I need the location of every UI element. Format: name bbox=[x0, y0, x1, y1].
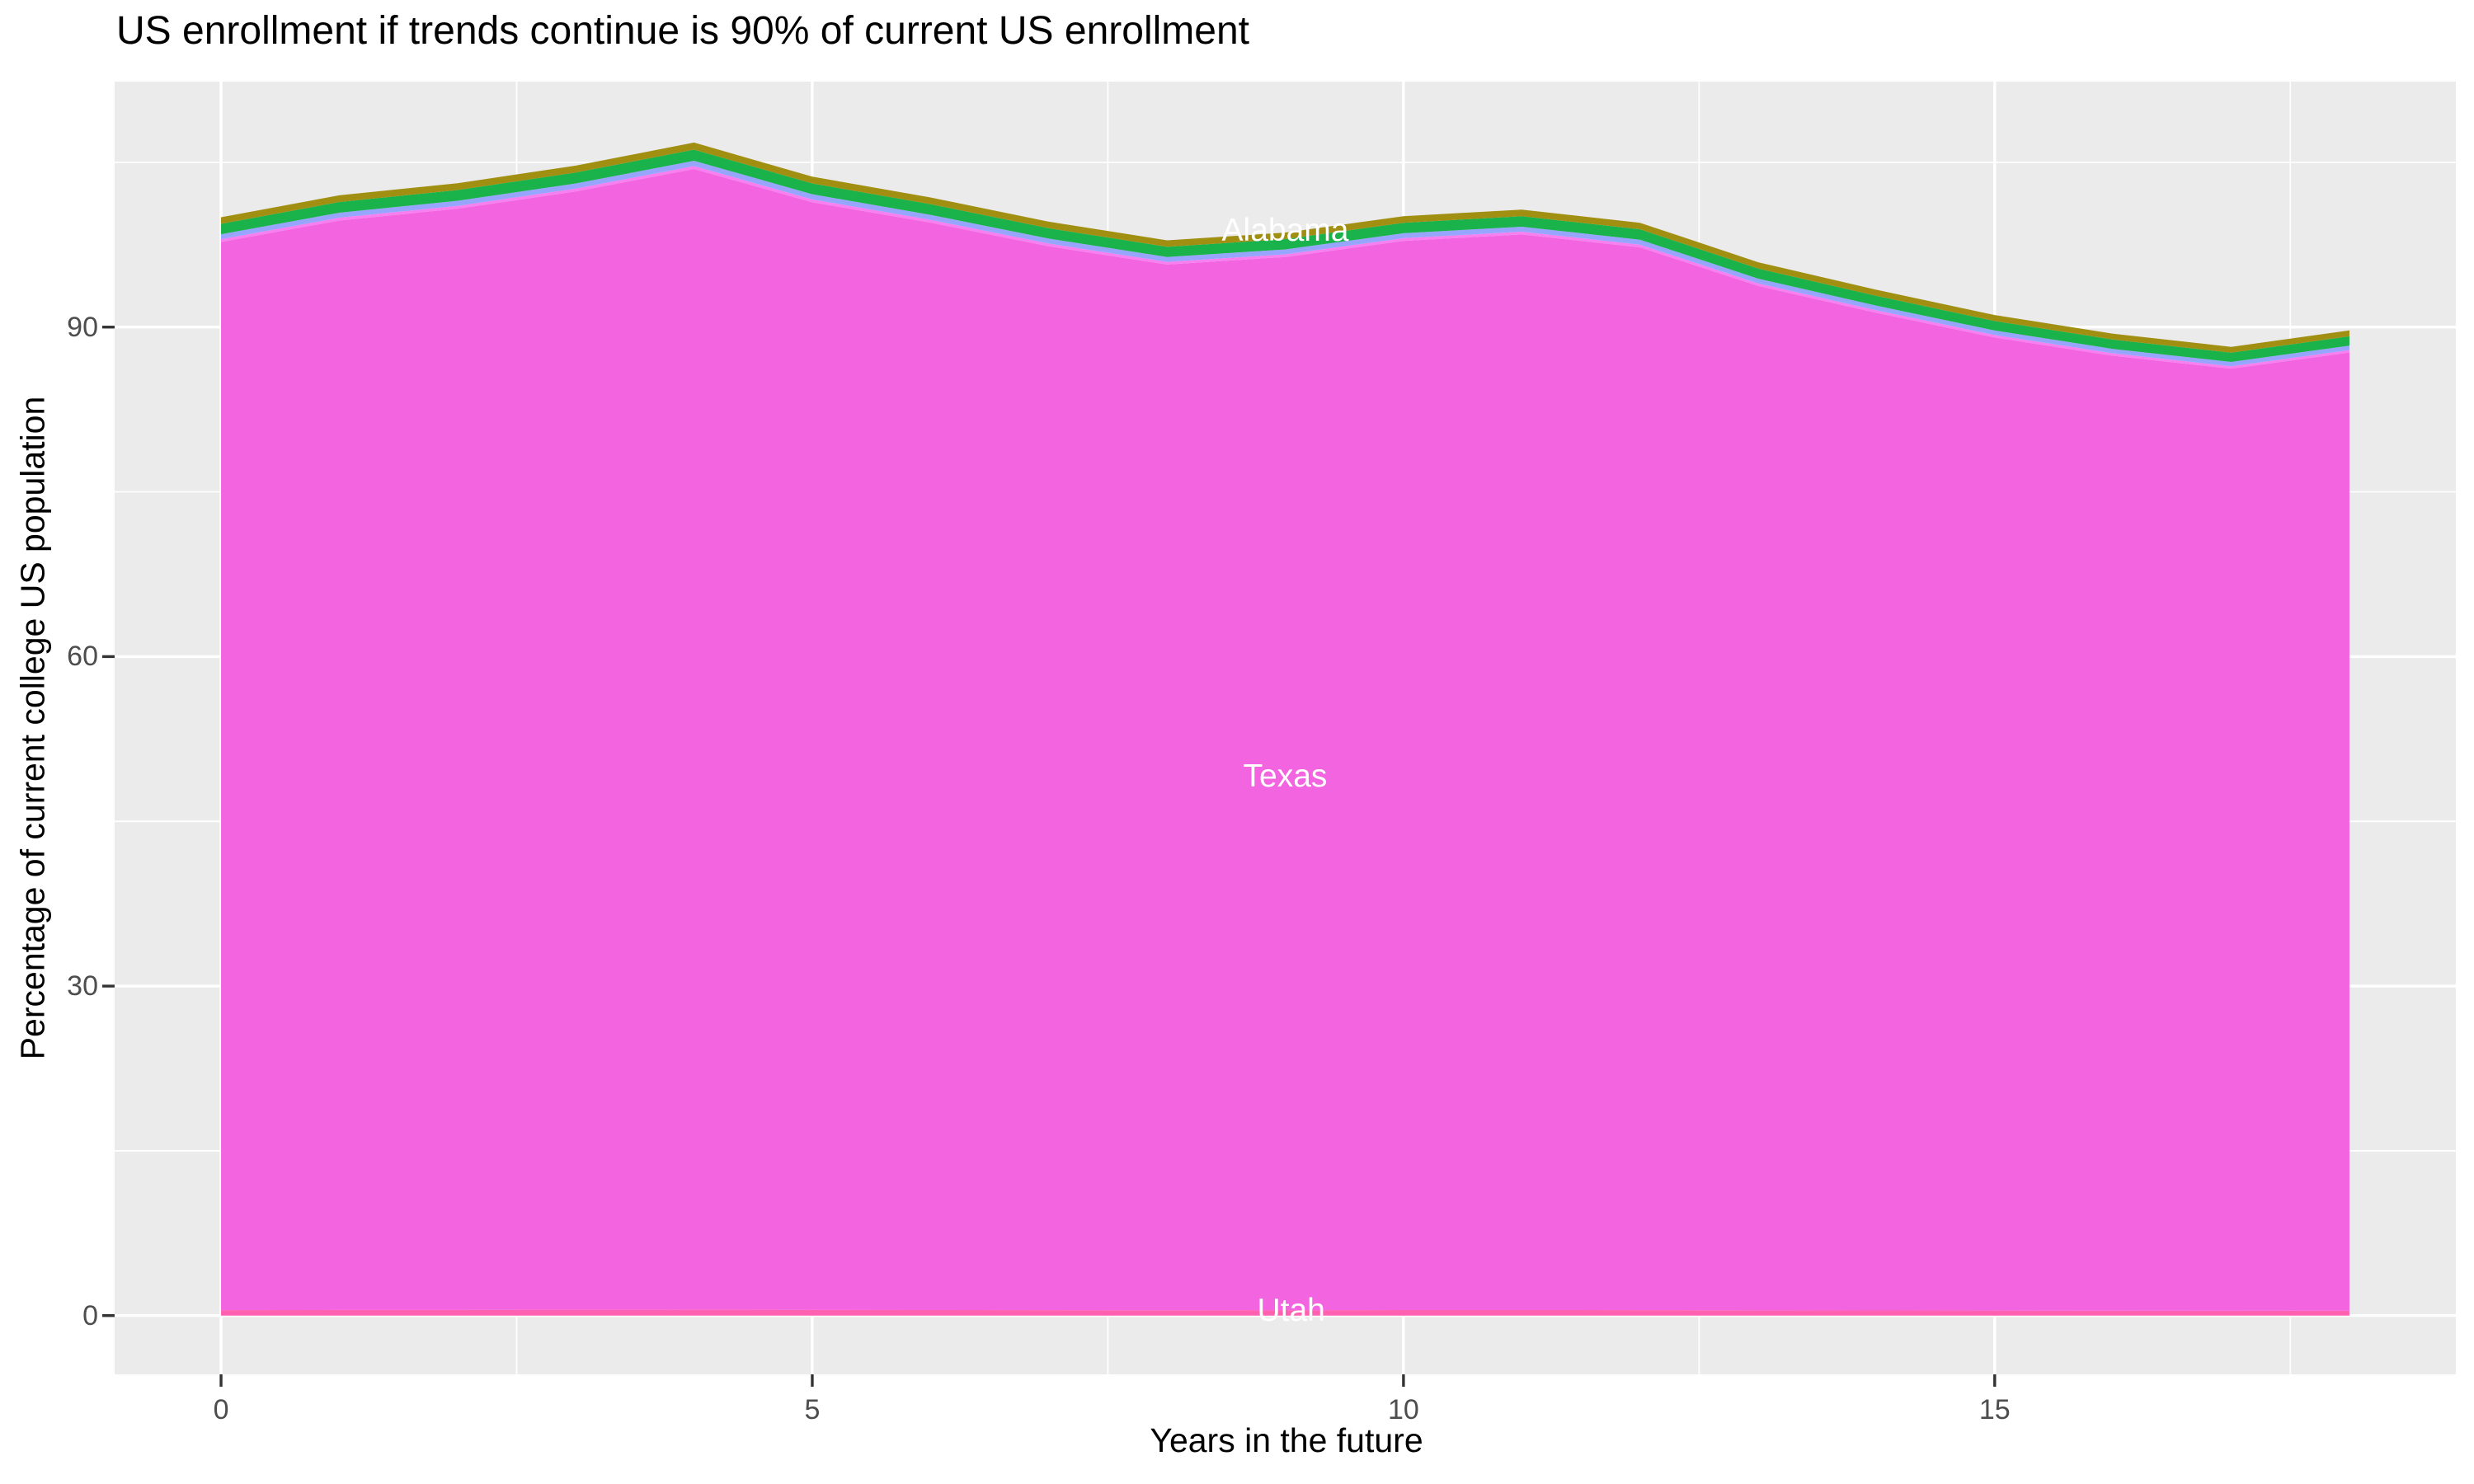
area-layer-texas-band bbox=[221, 168, 2349, 1311]
x-axis-title: Years in the future bbox=[1150, 1421, 1423, 1459]
area-annotation-utah: Utah bbox=[1257, 1292, 1325, 1328]
chart-title: US enrollment if trends continue is 90% … bbox=[116, 9, 1249, 53]
x-tick-label: 0 bbox=[213, 1394, 229, 1425]
y-tick-label: 0 bbox=[82, 1299, 98, 1331]
y-tick-label: 30 bbox=[67, 970, 98, 1003]
y-tick-label: 90 bbox=[67, 311, 98, 343]
y-axis-title: Percentage of current college US populat… bbox=[13, 396, 52, 1060]
area-layer-bottom-pink-band bbox=[221, 1309, 2349, 1316]
x-tick-label: 10 bbox=[1387, 1394, 1419, 1425]
area-annotation-alabama: Alabama bbox=[1221, 212, 1349, 248]
x-tick-label: 5 bbox=[804, 1394, 821, 1425]
x-tick-label: 15 bbox=[1978, 1394, 2011, 1425]
y-tick-label: 60 bbox=[67, 641, 98, 673]
area-annotation-texas: Texas bbox=[1243, 758, 1328, 794]
